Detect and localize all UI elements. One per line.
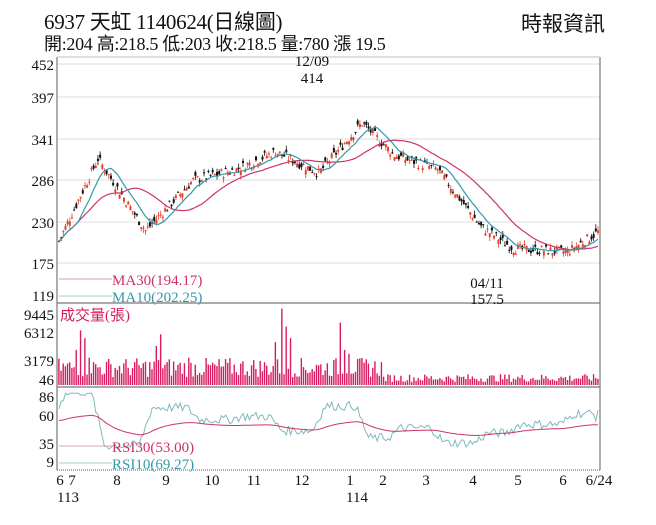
x-tick: 1 <box>346 473 354 489</box>
price-tick: 175 <box>32 257 55 273</box>
x-tick: 12 <box>295 473 310 489</box>
volume-tick: 6312 <box>24 326 54 342</box>
rsi30-legend: RSI30(53.00) <box>112 440 194 456</box>
rsi-tick: 60 <box>39 409 54 425</box>
x-tick: 9 <box>162 473 170 489</box>
low-date-label: 04/11 <box>470 276 504 292</box>
x-tick: 2 <box>379 473 387 489</box>
price-tick: 397 <box>32 91 55 107</box>
high-date-label: 12/09 <box>295 54 329 70</box>
volume-bars <box>58 308 599 385</box>
price-tick: 452 <box>32 58 55 74</box>
candlesticks <box>58 118 599 259</box>
x-tick: 11 <box>247 473 261 489</box>
source-label: 時報資訊 <box>521 12 605 36</box>
price-tick: 230 <box>32 216 55 232</box>
low-value-label: 157.5 <box>470 292 504 308</box>
volume-tick: 46 <box>39 373 55 389</box>
volume-tick: 3179 <box>24 354 54 370</box>
x-tick: 6 <box>559 473 567 489</box>
high-value-label: 414 <box>301 71 324 87</box>
price-tick: 341 <box>32 133 55 149</box>
rsi10-legend: RSI10(69.27) <box>112 457 194 473</box>
x-tick: 6 <box>56 473 64 489</box>
rsi-tick: 86 <box>39 390 55 406</box>
x-tick: 8 <box>113 473 121 489</box>
volume-title: 成交量(張) <box>60 306 130 324</box>
ma10-legend: MA10(202.25) <box>112 290 202 306</box>
x-tick: 4 <box>469 473 477 489</box>
chart-frame <box>56 56 601 471</box>
x-tick: 5 <box>514 473 522 489</box>
price-grid <box>57 63 600 264</box>
ma10-line <box>58 126 599 252</box>
x-tick: 10 <box>205 473 220 489</box>
rsi-tick: 9 <box>47 455 55 471</box>
ma30-legend: MA30(194.17) <box>112 273 202 289</box>
rsi10-line <box>58 392 599 450</box>
volume-tick: 9445 <box>24 308 54 324</box>
rsi-tick: 35 <box>39 437 54 453</box>
year-label: 113 <box>57 490 79 506</box>
x-tick: 3 <box>422 473 430 489</box>
x-tick: 6/24 <box>586 473 613 489</box>
ohlc-stats: 開:204 高:218.5 低:203 收:218.5 量:780 漲 19.5 <box>44 34 386 54</box>
chart-title: 6937 天虹 1140624(日線圖) <box>44 10 283 34</box>
x-tick: 7 <box>68 473 76 489</box>
year-label: 114 <box>346 490 368 506</box>
rsi30-line <box>58 414 599 437</box>
price-tick: 286 <box>32 174 55 190</box>
ma30-line <box>58 139 599 251</box>
price-tick: 119 <box>32 289 54 305</box>
